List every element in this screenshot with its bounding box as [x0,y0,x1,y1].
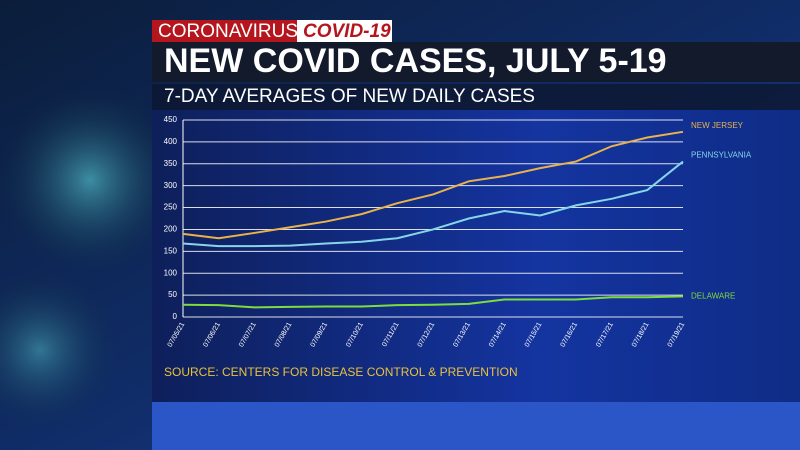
y-tick-label: 150 [164,246,178,255]
source: SOURCE: CENTERS FOR DISEASE CONTROL & PR… [164,365,518,379]
y-tick-label: 300 [164,181,178,190]
virus-art [0,270,120,430]
banner-tag-bg [297,20,392,42]
y-tick-label: 400 [164,137,178,146]
title-bar [152,42,800,82]
chart-subtitle: 7-DAY AVERAGES OF NEW DAILY CASES [164,86,535,107]
banner-label-bg [152,20,297,42]
series-label: NEW JERSEY [691,121,744,130]
y-tick-label: 250 [164,203,178,212]
banner-tag: COVID-19 [303,21,391,42]
series-label: DELAWARE [691,292,735,301]
chart-panel [152,110,800,402]
y-tick-label: 50 [168,290,177,299]
banner-label: CORONAVIRUS [158,21,298,42]
subtitle-bar [152,84,800,110]
series-line [182,130,684,240]
y-tick-label: 0 [173,312,178,321]
y-tick-label: 350 [164,159,178,168]
chart-title: NEW COVID CASES, JULY 5-19 [164,42,667,80]
series-line [182,160,684,248]
y-tick-label: 450 [164,115,178,124]
series-line [182,295,684,309]
series-label: PENNSYLVANIA [691,151,752,160]
lower-band [152,402,800,450]
y-tick-label: 200 [164,225,178,234]
y-tick-label: 100 [164,268,178,277]
virus-art [0,85,185,275]
